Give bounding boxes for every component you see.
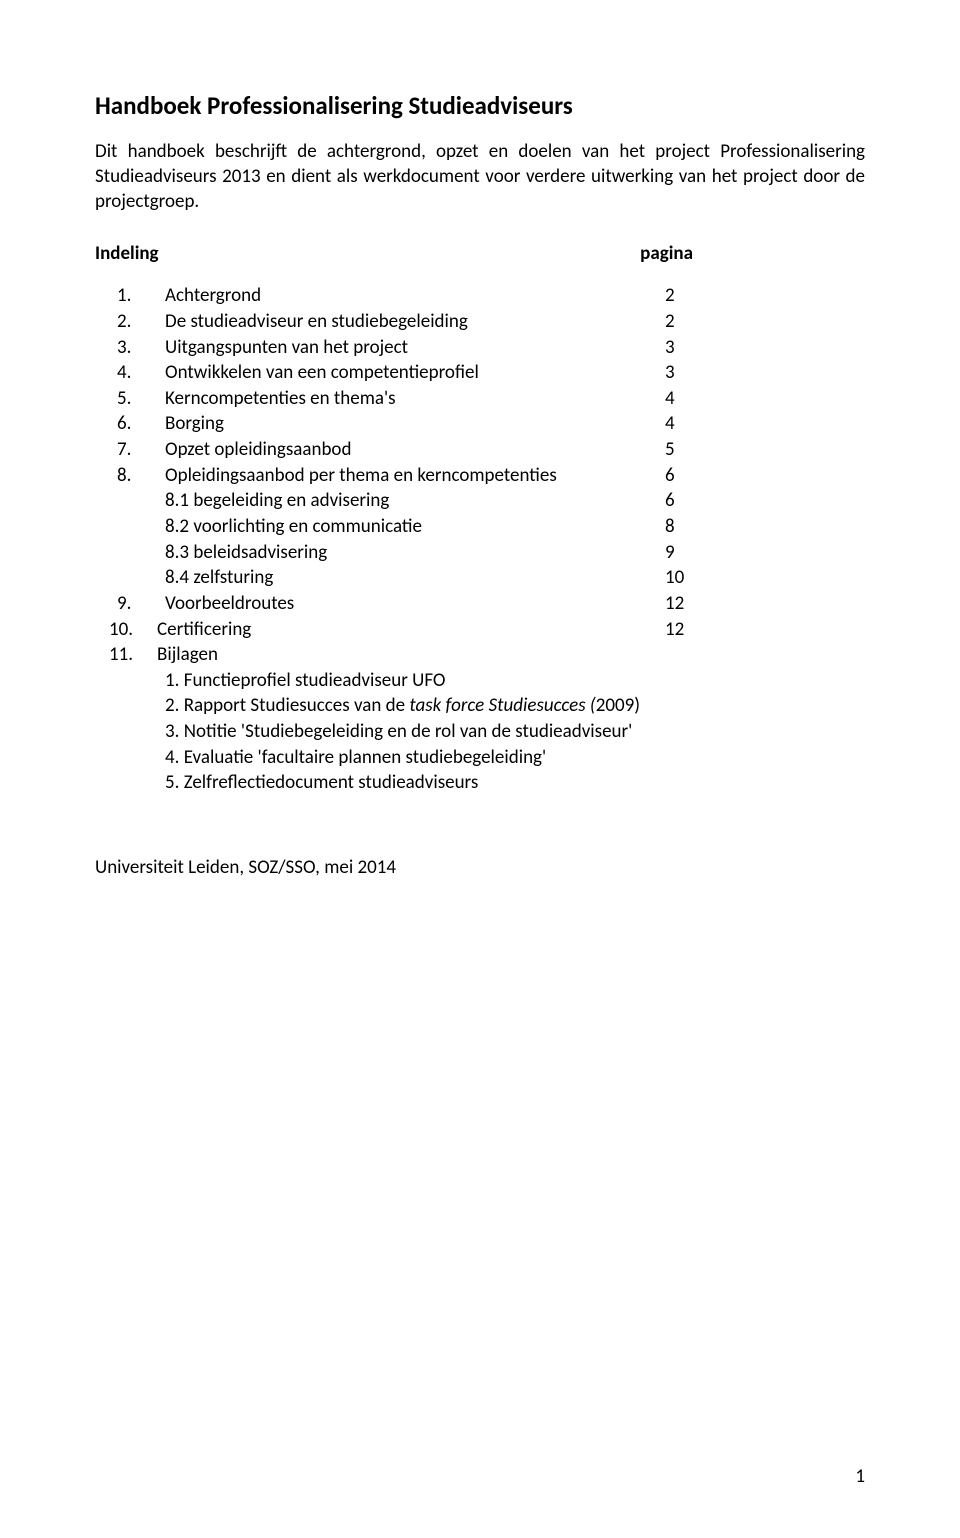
- indeling-label: Indeling: [95, 242, 159, 265]
- toc-number: 2.: [95, 309, 165, 335]
- toc-row: 3.Uitgangspunten van het project3: [95, 335, 865, 361]
- toc-row: 11.Bijlagen: [95, 642, 865, 668]
- toc-page: 6: [665, 463, 865, 489]
- toc-number: 4.: [95, 360, 165, 386]
- toc-page: 4: [665, 411, 865, 437]
- page-number: 1: [855, 1465, 865, 1488]
- toc-number: 1.: [95, 283, 165, 309]
- toc-number: 7.: [95, 437, 165, 463]
- toc-label: Certificering: [157, 617, 665, 643]
- bijlage-text: 2. Rapport Studiesucces van de: [165, 694, 409, 717]
- toc-label: Ontwikkelen van een competentieprofiel: [165, 360, 665, 386]
- bijlage-item: 2. Rapport Studiesucces van de task forc…: [165, 693, 865, 719]
- toc-number: 9.: [95, 591, 165, 617]
- toc-page: 10: [665, 565, 865, 591]
- document-page: Handboek Professionalisering Studieadvis…: [0, 0, 960, 1538]
- bijlage-italic: task force Studiesucces (: [409, 694, 595, 717]
- toc-row: 1.Achtergrond2: [95, 283, 865, 309]
- toc-number: 6.: [95, 411, 165, 437]
- bijlage-text: 2009): [596, 694, 640, 717]
- toc-row: 5.Kerncompetenties en thema's4: [95, 386, 865, 412]
- toc-label: De studieadviseur en studiebegeleiding: [165, 309, 665, 335]
- toc-page: 5: [665, 437, 865, 463]
- toc-label: Opleidingsaanbod per thema en kerncompet…: [165, 463, 665, 489]
- pagina-label: pagina: [640, 242, 865, 265]
- bijlage-item: 3. Notitie 'Studiebegeleiding en de rol …: [165, 719, 865, 745]
- intro-paragraph: Dit handboek beschrijft de achtergrond, …: [95, 139, 865, 214]
- toc-sub-row: 8.1 begeleiding en advisering6: [165, 488, 865, 514]
- toc-sub-label: 8.2 voorlichting en communicatie: [165, 514, 665, 540]
- toc-row: 10.Certificering12: [95, 617, 865, 643]
- toc-page: 2: [665, 283, 865, 309]
- toc-page: [665, 642, 865, 668]
- table-of-contents: 1.Achtergrond22.De studieadviseur en stu…: [95, 283, 865, 796]
- toc-row: 9.Voorbeeldroutes12: [95, 591, 865, 617]
- bijlage-item: 5. Zelfreflectiedocument studieadviseurs: [165, 770, 865, 796]
- bijlagen-list: 1. Functieprofiel studieadviseur UFO 2. …: [95, 668, 865, 796]
- toc-label: Achtergrond: [165, 283, 665, 309]
- document-title: Handboek Professionalisering Studieadvis…: [95, 90, 865, 121]
- toc-page: 4: [665, 386, 865, 412]
- toc-number: 11.: [95, 642, 157, 668]
- toc-sub-label: 8.3 beleidsadvisering: [165, 540, 665, 566]
- footer-text: Universiteit Leiden, SOZ/SSO, mei 2014: [95, 856, 865, 879]
- toc-number: 10.: [95, 617, 157, 643]
- bijlage-item: 4. Evaluatie 'facultaire plannen studieb…: [165, 745, 865, 771]
- indeling-header: Indeling pagina: [95, 242, 865, 265]
- bijlage-item: 1. Functieprofiel studieadviseur UFO: [165, 668, 865, 694]
- toc-page: 9: [665, 540, 865, 566]
- toc-page: 12: [665, 617, 865, 643]
- toc-row: 7.Opzet opleidingsaanbod5: [95, 437, 865, 463]
- toc-page: 3: [665, 360, 865, 386]
- toc-row: 4.Ontwikkelen van een competentieprofiel…: [95, 360, 865, 386]
- toc-row: 6.Borging4: [95, 411, 865, 437]
- toc-label: Borging: [165, 411, 665, 437]
- toc-row: 2.De studieadviseur en studiebegeleiding…: [95, 309, 865, 335]
- toc-page: 3: [665, 335, 865, 361]
- toc-number: 3.: [95, 335, 165, 361]
- toc-label: Opzet opleidingsaanbod: [165, 437, 665, 463]
- toc-number: 8.: [95, 463, 165, 489]
- toc-label: Voorbeeldroutes: [165, 591, 665, 617]
- toc-sub-label: 8.1 begeleiding en advisering: [165, 488, 665, 514]
- toc-sub-row: 8.2 voorlichting en communicatie8: [165, 514, 865, 540]
- toc-label: Bijlagen: [157, 642, 665, 668]
- toc-page: 2: [665, 309, 865, 335]
- toc-page: 12: [665, 591, 865, 617]
- toc-label: Kerncompetenties en thema's: [165, 386, 665, 412]
- toc-page: 8: [665, 514, 865, 540]
- toc-sub-row: 8.3 beleidsadvisering9: [165, 540, 865, 566]
- toc-row: 8.Opleidingsaanbod per thema en kerncomp…: [95, 463, 865, 489]
- toc-sub-row: 8.4 zelfsturing10: [165, 565, 865, 591]
- toc-sub-label: 8.4 zelfsturing: [165, 565, 665, 591]
- toc-label: Uitgangspunten van het project: [165, 335, 665, 361]
- toc-number: 5.: [95, 386, 165, 412]
- toc-page: 6: [665, 488, 865, 514]
